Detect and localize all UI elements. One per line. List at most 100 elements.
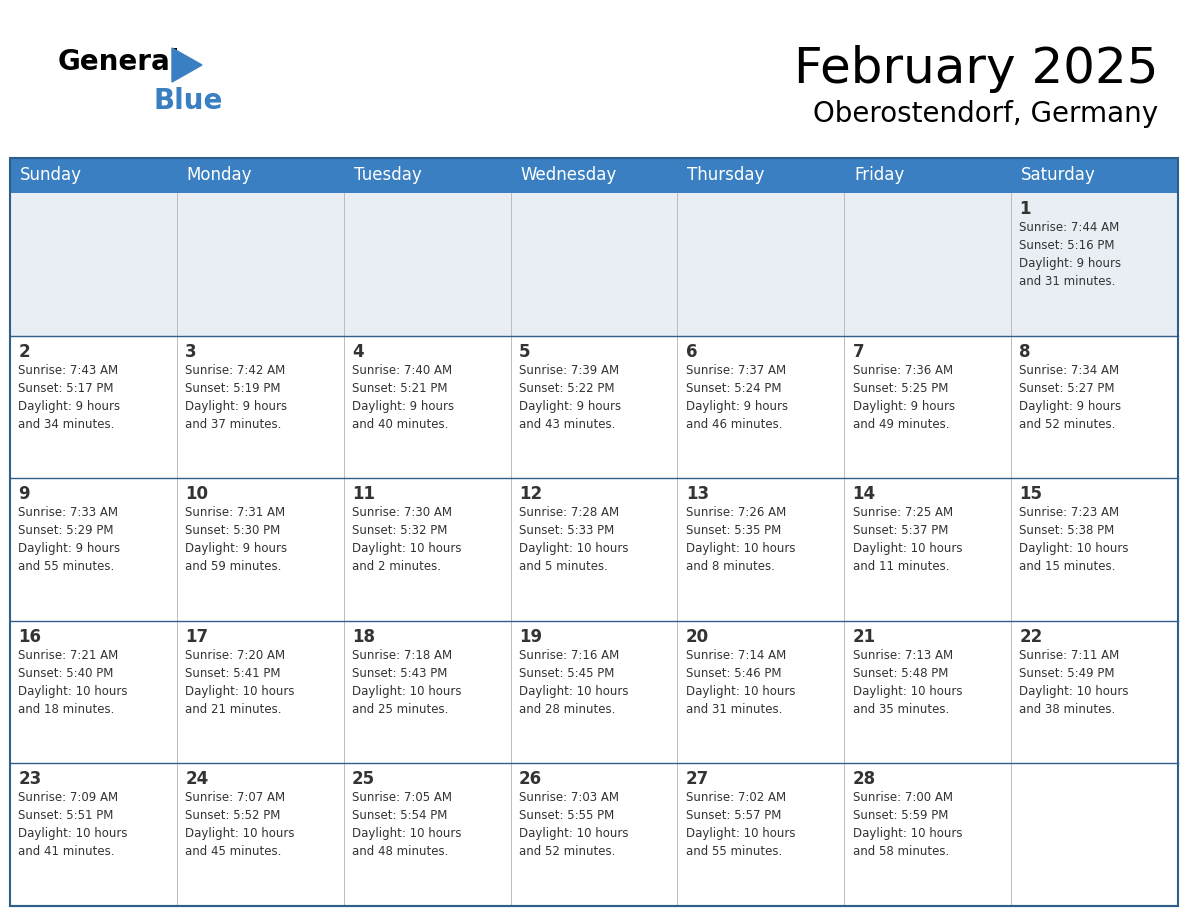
Bar xyxy=(1011,478,1178,621)
Text: Wednesday: Wednesday xyxy=(520,166,617,185)
Bar xyxy=(343,764,511,906)
Text: Saturday: Saturday xyxy=(1022,166,1095,185)
Text: 21: 21 xyxy=(853,628,876,645)
Text: Sunrise: 7:40 AM
Sunset: 5:21 PM
Daylight: 9 hours
and 40 minutes.: Sunrise: 7:40 AM Sunset: 5:21 PM Dayligh… xyxy=(352,364,454,431)
Text: 25: 25 xyxy=(352,770,375,789)
Bar xyxy=(343,336,511,478)
Text: Sunrise: 7:05 AM
Sunset: 5:54 PM
Daylight: 10 hours
and 48 minutes.: Sunrise: 7:05 AM Sunset: 5:54 PM Dayligh… xyxy=(352,791,462,858)
Text: 8: 8 xyxy=(1019,342,1031,361)
Text: Sunrise: 7:20 AM
Sunset: 5:41 PM
Daylight: 10 hours
and 21 minutes.: Sunrise: 7:20 AM Sunset: 5:41 PM Dayligh… xyxy=(185,649,295,716)
Bar xyxy=(511,158,677,193)
Bar xyxy=(10,158,177,193)
Text: Sunrise: 7:36 AM
Sunset: 5:25 PM
Daylight: 9 hours
and 49 minutes.: Sunrise: 7:36 AM Sunset: 5:25 PM Dayligh… xyxy=(853,364,955,431)
Text: Thursday: Thursday xyxy=(688,166,765,185)
Bar xyxy=(177,158,343,193)
Bar xyxy=(511,336,677,478)
Text: Sunrise: 7:25 AM
Sunset: 5:37 PM
Daylight: 10 hours
and 11 minutes.: Sunrise: 7:25 AM Sunset: 5:37 PM Dayligh… xyxy=(853,506,962,573)
Text: Blue: Blue xyxy=(153,87,222,115)
Text: Friday: Friday xyxy=(854,166,904,185)
Bar xyxy=(845,478,1011,621)
Text: General: General xyxy=(58,48,181,76)
Text: Sunrise: 7:23 AM
Sunset: 5:38 PM
Daylight: 10 hours
and 15 minutes.: Sunrise: 7:23 AM Sunset: 5:38 PM Dayligh… xyxy=(1019,506,1129,573)
Text: 1: 1 xyxy=(1019,200,1031,218)
Text: 14: 14 xyxy=(853,486,876,503)
Text: 17: 17 xyxy=(185,628,208,645)
Text: Sunrise: 7:39 AM
Sunset: 5:22 PM
Daylight: 9 hours
and 43 minutes.: Sunrise: 7:39 AM Sunset: 5:22 PM Dayligh… xyxy=(519,364,621,431)
Bar xyxy=(343,193,511,336)
Text: Sunrise: 7:02 AM
Sunset: 5:57 PM
Daylight: 10 hours
and 55 minutes.: Sunrise: 7:02 AM Sunset: 5:57 PM Dayligh… xyxy=(685,791,795,858)
Bar xyxy=(10,193,177,336)
Text: 4: 4 xyxy=(352,342,364,361)
Text: 22: 22 xyxy=(1019,628,1043,645)
Text: Sunrise: 7:28 AM
Sunset: 5:33 PM
Daylight: 10 hours
and 5 minutes.: Sunrise: 7:28 AM Sunset: 5:33 PM Dayligh… xyxy=(519,506,628,573)
Bar xyxy=(677,478,845,621)
Bar xyxy=(10,478,177,621)
Text: Sunrise: 7:43 AM
Sunset: 5:17 PM
Daylight: 9 hours
and 34 minutes.: Sunrise: 7:43 AM Sunset: 5:17 PM Dayligh… xyxy=(18,364,120,431)
Bar xyxy=(511,621,677,764)
Bar xyxy=(177,336,343,478)
Text: 15: 15 xyxy=(1019,486,1043,503)
Text: Sunrise: 7:30 AM
Sunset: 5:32 PM
Daylight: 10 hours
and 2 minutes.: Sunrise: 7:30 AM Sunset: 5:32 PM Dayligh… xyxy=(352,506,462,573)
Bar xyxy=(1011,336,1178,478)
Bar xyxy=(177,621,343,764)
Text: 7: 7 xyxy=(853,342,864,361)
Bar xyxy=(10,621,177,764)
Text: 26: 26 xyxy=(519,770,542,789)
Bar xyxy=(677,158,845,193)
Text: Oberostendorf, Germany: Oberostendorf, Germany xyxy=(813,100,1158,128)
Text: 16: 16 xyxy=(18,628,42,645)
Text: Sunrise: 7:09 AM
Sunset: 5:51 PM
Daylight: 10 hours
and 41 minutes.: Sunrise: 7:09 AM Sunset: 5:51 PM Dayligh… xyxy=(18,791,128,858)
Bar xyxy=(10,764,177,906)
Text: Sunrise: 7:42 AM
Sunset: 5:19 PM
Daylight: 9 hours
and 37 minutes.: Sunrise: 7:42 AM Sunset: 5:19 PM Dayligh… xyxy=(185,364,287,431)
Text: Monday: Monday xyxy=(187,166,252,185)
Bar xyxy=(343,621,511,764)
Text: 5: 5 xyxy=(519,342,530,361)
Bar xyxy=(343,478,511,621)
Text: Sunrise: 7:14 AM
Sunset: 5:46 PM
Daylight: 10 hours
and 31 minutes.: Sunrise: 7:14 AM Sunset: 5:46 PM Dayligh… xyxy=(685,649,795,716)
Text: 19: 19 xyxy=(519,628,542,645)
Text: Sunrise: 7:03 AM
Sunset: 5:55 PM
Daylight: 10 hours
and 52 minutes.: Sunrise: 7:03 AM Sunset: 5:55 PM Dayligh… xyxy=(519,791,628,858)
Bar xyxy=(511,764,677,906)
Bar xyxy=(511,478,677,621)
Text: Sunrise: 7:31 AM
Sunset: 5:30 PM
Daylight: 9 hours
and 59 minutes.: Sunrise: 7:31 AM Sunset: 5:30 PM Dayligh… xyxy=(185,506,287,573)
Bar xyxy=(845,193,1011,336)
Bar xyxy=(1011,764,1178,906)
Text: 20: 20 xyxy=(685,628,709,645)
Text: 10: 10 xyxy=(185,486,208,503)
Bar xyxy=(10,336,177,478)
Text: Sunrise: 7:21 AM
Sunset: 5:40 PM
Daylight: 10 hours
and 18 minutes.: Sunrise: 7:21 AM Sunset: 5:40 PM Dayligh… xyxy=(18,649,128,716)
Text: 24: 24 xyxy=(185,770,208,789)
Bar xyxy=(343,158,511,193)
Text: Sunrise: 7:16 AM
Sunset: 5:45 PM
Daylight: 10 hours
and 28 minutes.: Sunrise: 7:16 AM Sunset: 5:45 PM Dayligh… xyxy=(519,649,628,716)
Text: February 2025: February 2025 xyxy=(794,45,1158,93)
Bar xyxy=(177,478,343,621)
Bar xyxy=(845,764,1011,906)
Bar xyxy=(177,764,343,906)
Text: Sunday: Sunday xyxy=(20,166,82,185)
Text: 3: 3 xyxy=(185,342,197,361)
Text: Sunrise: 7:37 AM
Sunset: 5:24 PM
Daylight: 9 hours
and 46 minutes.: Sunrise: 7:37 AM Sunset: 5:24 PM Dayligh… xyxy=(685,364,788,431)
Bar xyxy=(845,336,1011,478)
Text: 6: 6 xyxy=(685,342,697,361)
Text: Sunrise: 7:11 AM
Sunset: 5:49 PM
Daylight: 10 hours
and 38 minutes.: Sunrise: 7:11 AM Sunset: 5:49 PM Dayligh… xyxy=(1019,649,1129,716)
Bar xyxy=(845,158,1011,193)
Text: Sunrise: 7:34 AM
Sunset: 5:27 PM
Daylight: 9 hours
and 52 minutes.: Sunrise: 7:34 AM Sunset: 5:27 PM Dayligh… xyxy=(1019,364,1121,431)
Bar xyxy=(177,193,343,336)
Text: 28: 28 xyxy=(853,770,876,789)
Bar xyxy=(1011,621,1178,764)
Text: Sunrise: 7:00 AM
Sunset: 5:59 PM
Daylight: 10 hours
and 58 minutes.: Sunrise: 7:00 AM Sunset: 5:59 PM Dayligh… xyxy=(853,791,962,858)
Text: Sunrise: 7:26 AM
Sunset: 5:35 PM
Daylight: 10 hours
and 8 minutes.: Sunrise: 7:26 AM Sunset: 5:35 PM Dayligh… xyxy=(685,506,795,573)
Bar xyxy=(677,193,845,336)
Bar xyxy=(10,158,1178,906)
Text: Sunrise: 7:33 AM
Sunset: 5:29 PM
Daylight: 9 hours
and 55 minutes.: Sunrise: 7:33 AM Sunset: 5:29 PM Dayligh… xyxy=(18,506,120,573)
Text: 18: 18 xyxy=(352,628,375,645)
Bar xyxy=(677,764,845,906)
Polygon shape xyxy=(172,48,202,82)
Bar xyxy=(677,621,845,764)
Text: Sunrise: 7:18 AM
Sunset: 5:43 PM
Daylight: 10 hours
and 25 minutes.: Sunrise: 7:18 AM Sunset: 5:43 PM Dayligh… xyxy=(352,649,462,716)
Bar xyxy=(511,193,677,336)
Bar xyxy=(1011,193,1178,336)
Text: 12: 12 xyxy=(519,486,542,503)
Text: 27: 27 xyxy=(685,770,709,789)
Bar xyxy=(1011,158,1178,193)
